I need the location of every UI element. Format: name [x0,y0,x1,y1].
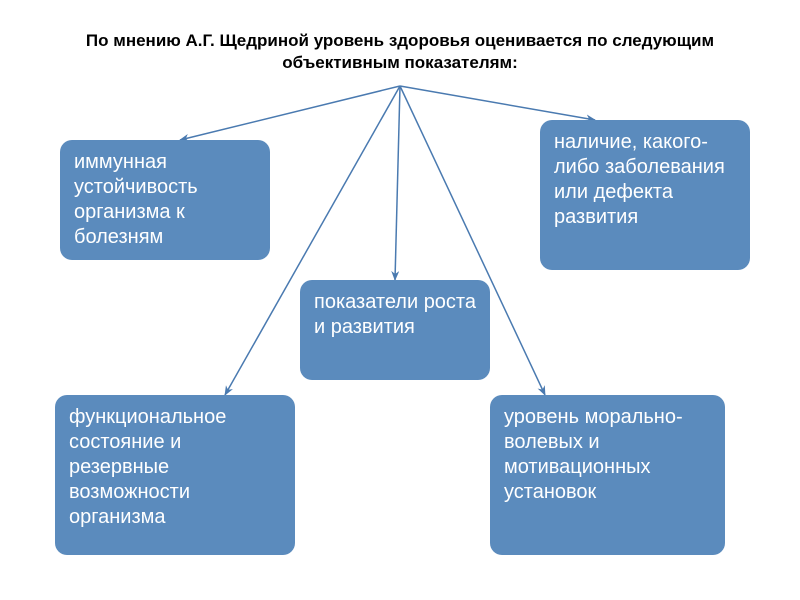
diagram-title: По мнению А.Г. Щедриной уровень здоровья… [40,30,760,74]
arrow-to-n2 [400,86,595,120]
node-n4: функциональное состояние и резервные воз… [55,395,295,555]
arrow-to-n3 [395,86,400,280]
node-n1: иммунная устойчивость организма к болезн… [60,140,270,260]
node-n2: наличие, какого-либо заболевания или деф… [540,120,750,270]
arrow-to-n1 [180,86,400,140]
node-n5: уровень морально-волевых и мотивационных… [490,395,725,555]
node-n3: показатели роста и развития [300,280,490,380]
